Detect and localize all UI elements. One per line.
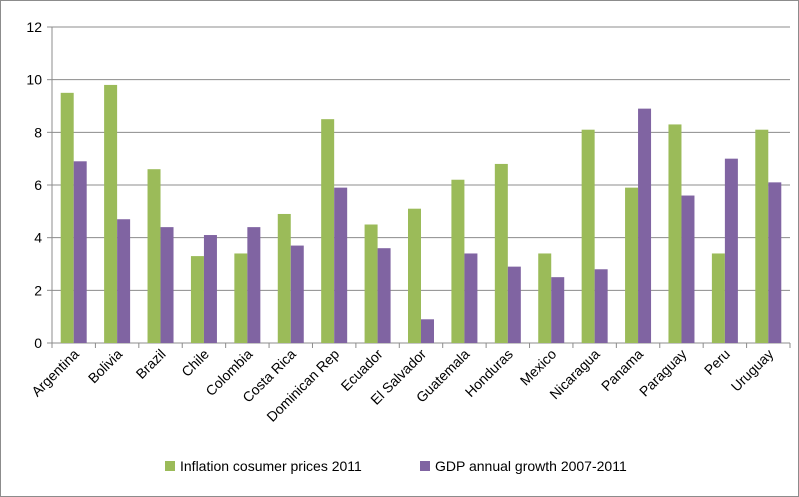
bar-gdp-growth: [247, 227, 261, 343]
legend-label: GDP annual growth 2007-2011: [435, 458, 627, 474]
y-tick-label: 6: [34, 177, 42, 193]
x-tick-label: Chile: [178, 346, 212, 380]
bar-gdp-growth: [551, 277, 565, 343]
bar-inflation: [234, 253, 248, 343]
y-tick-label: 2: [34, 282, 42, 298]
bar-gdp-growth: [334, 187, 348, 343]
bar-inflation: [104, 84, 118, 343]
bar-gdp-growth: [377, 248, 391, 343]
bar-gdp-growth: [421, 319, 434, 343]
bar-inflation: [60, 92, 74, 343]
y-tick-labels: 0 2 4 6 8 10 12: [26, 19, 42, 351]
bar-inflation: [408, 208, 421, 343]
x-tick-label: Argentina: [28, 346, 82, 400]
bar-gdp-growth: [594, 269, 608, 343]
y-tick-label: 12: [26, 19, 42, 35]
x-tick-label: Paraguay: [636, 346, 690, 400]
bar-gdp-growth: [117, 219, 131, 343]
x-tick-label: Brazil: [133, 346, 169, 382]
bar-inflation: [711, 253, 725, 343]
bar-gdp-growth: [768, 182, 782, 343]
y-tick-label: 8: [34, 124, 42, 140]
bar-inflation: [277, 213, 291, 343]
bar-gdp-growth: [724, 158, 738, 343]
bar-gdp-growth: [681, 195, 695, 343]
bar-inflation: [625, 187, 639, 343]
bars: [60, 84, 782, 344]
y-tick-label: 10: [26, 72, 42, 88]
bar-gdp-growth: [507, 266, 521, 343]
bar-gdp-growth: [464, 253, 478, 343]
x-tick-label: Mexico: [517, 346, 560, 389]
bar-inflation: [451, 179, 465, 343]
bar-inflation: [494, 163, 508, 343]
bar-gdp-growth: [73, 161, 87, 343]
legend-swatch: [420, 461, 430, 471]
bar-inflation: [755, 129, 769, 343]
bar-inflation: [321, 119, 335, 344]
bar-inflation: [581, 129, 595, 343]
bar-gdp-growth: [160, 227, 174, 343]
bar-inflation: [538, 253, 552, 343]
legend-label: Inflation cosumer prices 2011: [180, 458, 362, 474]
x-tick-label: Honduras: [462, 346, 516, 400]
bar-gdp-growth: [290, 245, 304, 343]
bar-inflation: [364, 224, 378, 343]
bar-gdp-growth: [203, 235, 217, 343]
legend: Inflation cosumer prices 2011 GDP annual …: [165, 458, 627, 474]
gridlines: [52, 26, 790, 291]
x-tick-labels: Argentina Bolivia Brazil ChileColombiaCosta…: [28, 346, 776, 425]
bar-inflation: [668, 124, 682, 343]
x-tick-label: Peru: [701, 346, 733, 378]
y-tick-label: 4: [34, 230, 42, 246]
x-tick-label: Bolivia: [85, 346, 126, 387]
legend-swatch: [165, 461, 175, 471]
y-tick-label: 0: [34, 335, 42, 351]
x-tick-label: Uruguay: [728, 346, 777, 395]
bar-inflation: [190, 256, 204, 343]
bar-inflation: [147, 169, 161, 343]
bar-gdp-growth: [638, 108, 652, 343]
